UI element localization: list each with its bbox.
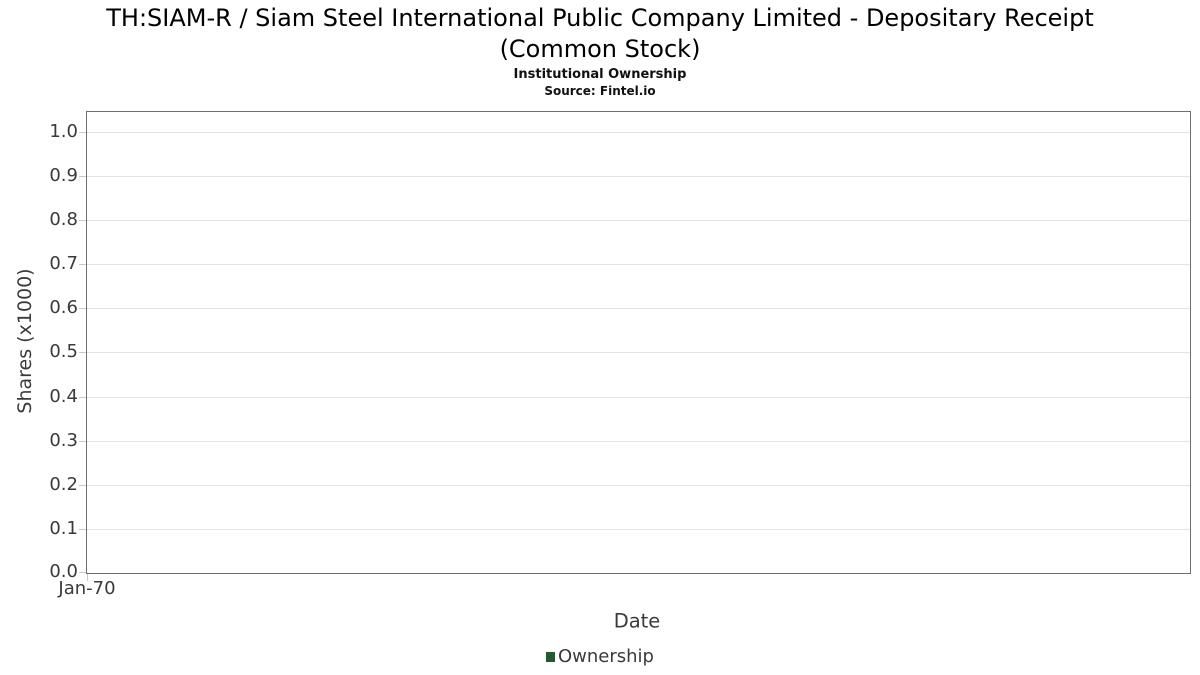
y-tick-mark bbox=[79, 529, 86, 530]
y-tick-mark bbox=[79, 220, 86, 221]
x-tick-mark bbox=[87, 574, 88, 581]
y-tick-mark bbox=[79, 397, 86, 398]
x-axis-label: Date bbox=[613, 609, 661, 633]
chart-title-line1: TH:SIAM-R / Siam Steel International Pub… bbox=[106, 4, 1094, 32]
legend-item: Ownership bbox=[546, 646, 654, 667]
y-tick-mark bbox=[79, 572, 86, 573]
chart-subtitle: Institutional Ownership bbox=[513, 67, 687, 82]
gridline bbox=[87, 485, 1190, 486]
y-tick-mark bbox=[79, 308, 86, 309]
y-tick-label: 0.6 bbox=[49, 297, 78, 318]
y-tick-label: 0.7 bbox=[49, 253, 78, 274]
gridline bbox=[87, 132, 1190, 133]
y-axis-label: Shares (x1000) bbox=[14, 268, 36, 414]
y-tick-label: 0.1 bbox=[49, 518, 78, 539]
y-tick-label: 0.0 bbox=[49, 561, 78, 582]
y-tick-label: 0.2 bbox=[49, 474, 78, 495]
y-tick-label: 0.8 bbox=[49, 209, 78, 230]
gridline bbox=[87, 397, 1190, 398]
x-tick-label: Jan-70 bbox=[58, 578, 116, 599]
gridline bbox=[87, 352, 1190, 353]
chart-source: Source: Fintel.io bbox=[544, 84, 656, 98]
y-tick-label: 0.4 bbox=[49, 386, 78, 407]
y-tick-mark bbox=[79, 264, 86, 265]
y-tick-mark bbox=[79, 485, 86, 486]
y-tick-label: 1.0 bbox=[49, 121, 78, 142]
y-tick-mark bbox=[79, 176, 86, 177]
y-tick-label: 0.9 bbox=[49, 165, 78, 186]
gridline bbox=[87, 529, 1190, 530]
y-tick-label: 0.3 bbox=[49, 430, 78, 451]
gridline bbox=[87, 308, 1190, 309]
y-tick-mark bbox=[79, 441, 86, 442]
legend-swatch-icon bbox=[546, 651, 555, 662]
legend: Ownership bbox=[0, 646, 1200, 667]
gridline bbox=[87, 441, 1190, 442]
y-tick-mark bbox=[79, 352, 86, 353]
gridline bbox=[87, 220, 1190, 221]
y-tick-mark bbox=[79, 132, 86, 133]
plot-area: 0.0 0.1 0.2 0.3 0.4 0.5 0.6 0.7 0.8 0.9 1.0 Jan-70 bbox=[49, 111, 1191, 599]
chart-title: TH:SIAM-R / Siam Steel International Pub… bbox=[0, 3, 1200, 65]
legend-label: Ownership bbox=[558, 646, 654, 667]
y-tick-label: 0.5 bbox=[49, 341, 78, 362]
chart-title-line2: (Common Stock) bbox=[499, 35, 701, 63]
gridline bbox=[87, 176, 1190, 177]
gridline bbox=[87, 264, 1190, 265]
